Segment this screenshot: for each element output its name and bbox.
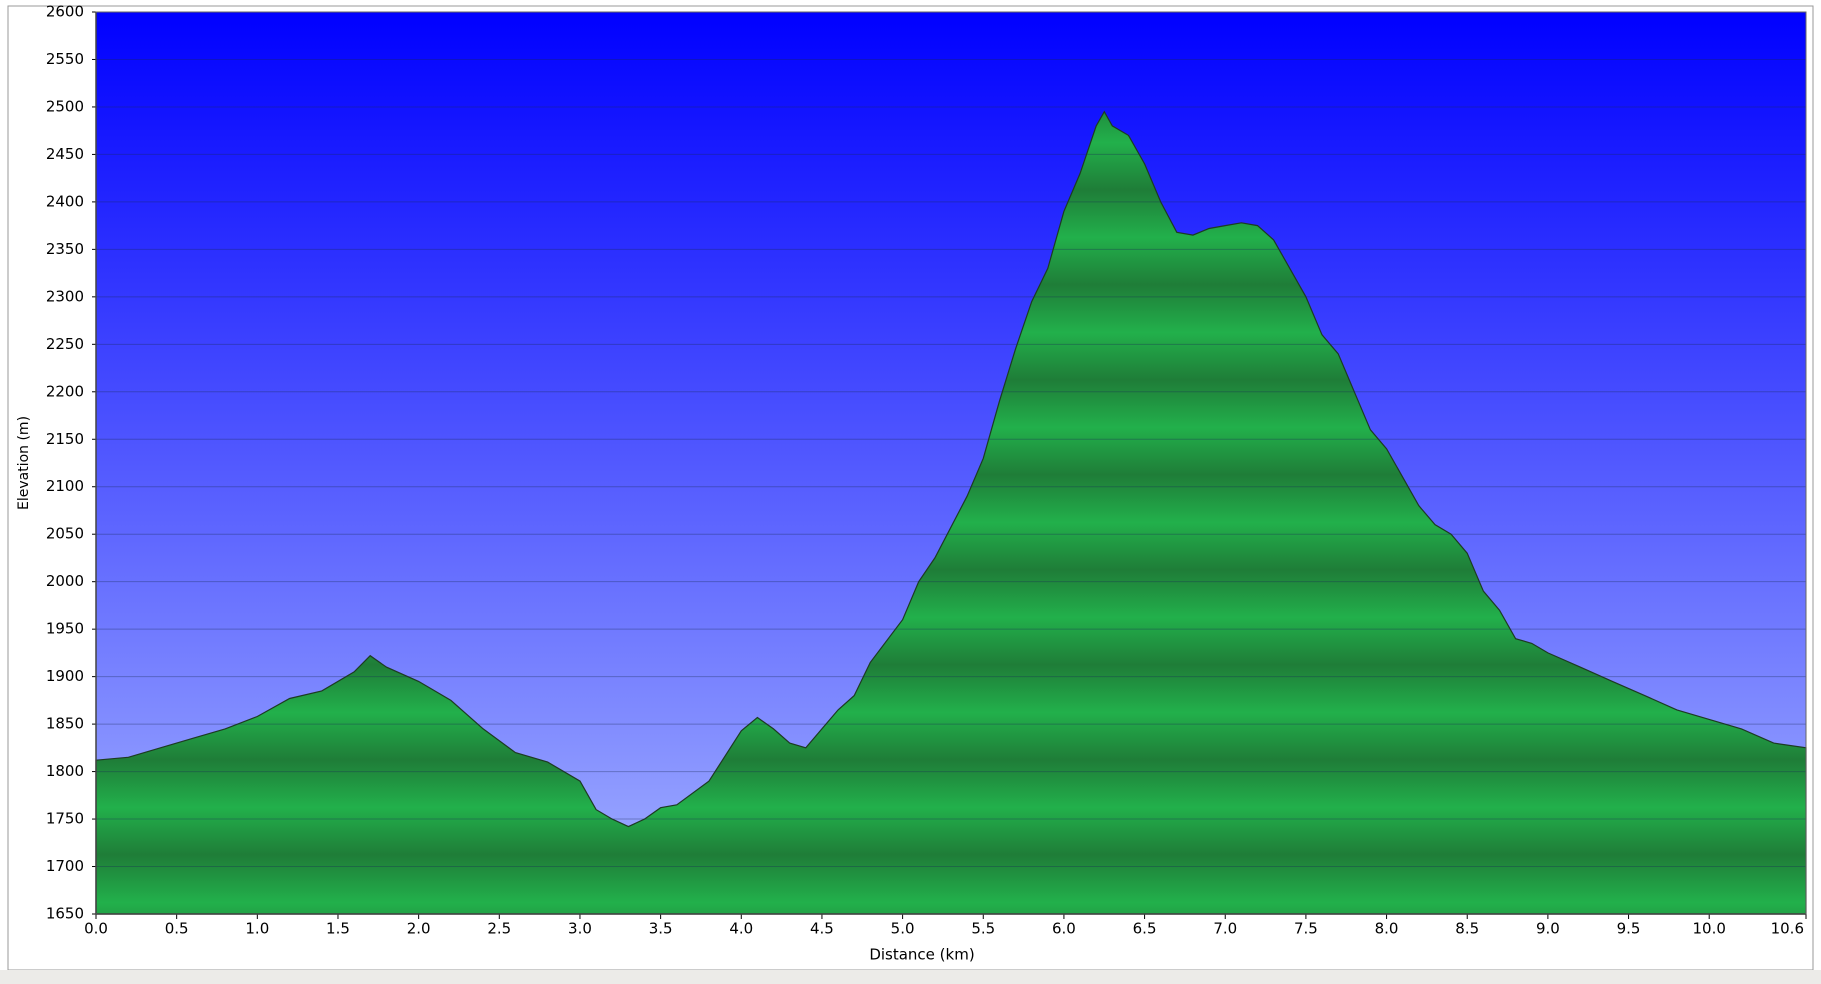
x-tick-label: 4.0 <box>729 920 753 938</box>
y-tick-label: 2350 <box>46 240 84 258</box>
x-tick-label: 9.5 <box>1617 920 1641 938</box>
y-tick-label: 2600 <box>46 3 84 21</box>
y-tick-label: 2100 <box>46 477 84 495</box>
status-strip <box>0 970 1821 984</box>
y-tick-label: 2300 <box>46 287 84 305</box>
y-tick-label: 2150 <box>46 430 84 448</box>
y-tick-label: 2250 <box>46 335 84 353</box>
y-tick-label: 1750 <box>46 810 84 828</box>
x-tick-label: 10.0 <box>1693 920 1726 938</box>
plot-border <box>95 11 1807 915</box>
x-tick-label: 2.5 <box>487 920 511 938</box>
x-tick-label: 7.5 <box>1294 920 1318 938</box>
x-tick-label: 0.5 <box>165 920 189 938</box>
x-tick-label: 5.0 <box>891 920 915 938</box>
x-tick-label: 1.0 <box>245 920 269 938</box>
x-tick-label: 5.5 <box>971 920 995 938</box>
y-tick-label: 1900 <box>46 667 84 685</box>
x-tick-label: 6.0 <box>1052 920 1076 938</box>
y-tick-label: 2400 <box>46 192 84 210</box>
y-tick-label: 1950 <box>46 620 84 638</box>
elevation-area <box>95 110 1807 915</box>
y-tick-label: 1650 <box>46 905 84 923</box>
x-tick-label: 7.0 <box>1213 920 1237 938</box>
y-axis-label: Elevation (m) <box>16 416 32 510</box>
x-tick-label: 2.0 <box>407 920 431 938</box>
y-tick-label: 2200 <box>46 382 84 400</box>
x-tick-label: 0.0 <box>84 920 108 938</box>
x-tick-label: 4.5 <box>810 920 834 938</box>
x-axis-label: Distance (km) <box>869 946 974 964</box>
x-tick-label: 10.6 <box>1771 920 1804 938</box>
y-tick-label: 1850 <box>46 715 84 733</box>
y-tick-label: 2000 <box>46 572 84 590</box>
x-tick-label: 8.0 <box>1375 920 1399 938</box>
x-tick-label: 1.5 <box>326 920 350 938</box>
x-tick-label: 3.5 <box>649 920 673 938</box>
y-tick-label: 2500 <box>46 97 84 115</box>
x-tick-label: 3.0 <box>568 920 592 938</box>
y-tick-label: 2050 <box>46 525 84 543</box>
y-tick-label: 2450 <box>46 145 84 163</box>
x-tick-label: 9.0 <box>1536 920 1560 938</box>
x-tick-label: 8.5 <box>1455 920 1479 938</box>
y-tick-label: 1800 <box>46 762 84 780</box>
x-tick-label: 6.5 <box>1133 920 1157 938</box>
y-tick-label: 2550 <box>46 50 84 68</box>
y-tick-label: 1700 <box>46 857 84 875</box>
